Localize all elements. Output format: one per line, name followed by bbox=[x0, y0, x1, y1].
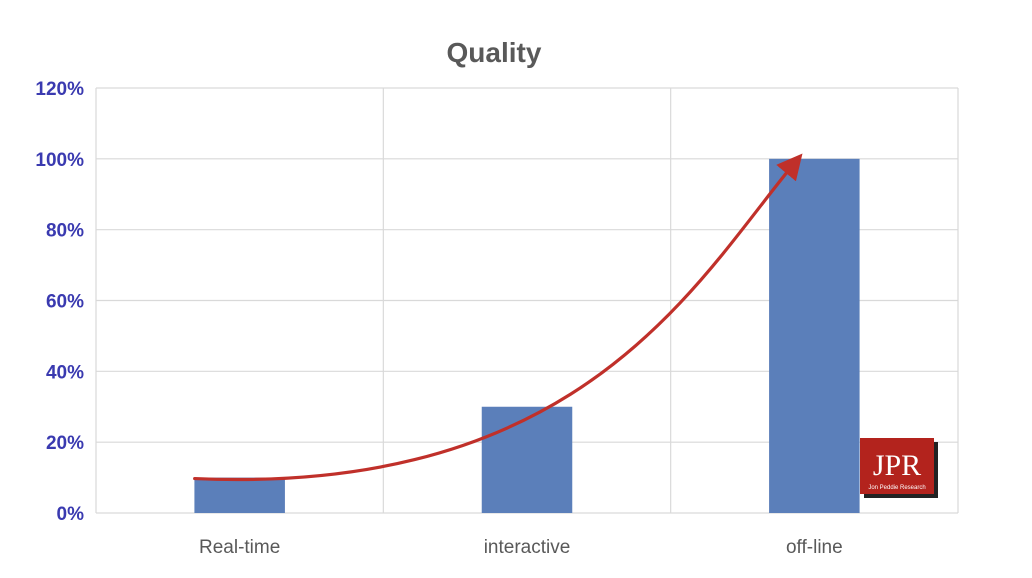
x-tick-label-2: off-line bbox=[786, 537, 843, 558]
logo-subtext: Jon Peddie Research bbox=[868, 485, 925, 491]
bar-interactive bbox=[481, 406, 573, 513]
bars-layer bbox=[194, 158, 860, 514]
chart-title: Quality bbox=[447, 37, 542, 68]
y-tick-label-4: 80% bbox=[46, 221, 84, 242]
x-tick-label-0: Real-time bbox=[199, 537, 280, 558]
bar-real-time bbox=[194, 477, 285, 513]
y-tick-label-2: 40% bbox=[46, 362, 84, 383]
jpr-logo: JPR Jon Peddie Research bbox=[860, 438, 938, 498]
y-tick-label-0: 0% bbox=[57, 504, 85, 525]
grid-layer bbox=[95, 87, 959, 514]
logo-background bbox=[860, 438, 934, 494]
y-tick-label-1: 20% bbox=[46, 433, 84, 454]
trend-arrow bbox=[193, 153, 803, 482]
logo-text: JPR bbox=[873, 449, 921, 482]
trend-arrow-layer bbox=[193, 153, 803, 482]
bar-off-line bbox=[769, 158, 860, 514]
y-axis: 0% 20% 40% 60% 80% 100% 120% bbox=[35, 79, 84, 525]
y-tick-label-3: 60% bbox=[46, 292, 84, 313]
x-tick-label-1: interactive bbox=[484, 537, 571, 558]
y-tick-label-5: 100% bbox=[35, 150, 84, 171]
x-axis: Real-time interactive off-line bbox=[199, 537, 843, 558]
y-tick-label-6: 120% bbox=[35, 79, 84, 100]
